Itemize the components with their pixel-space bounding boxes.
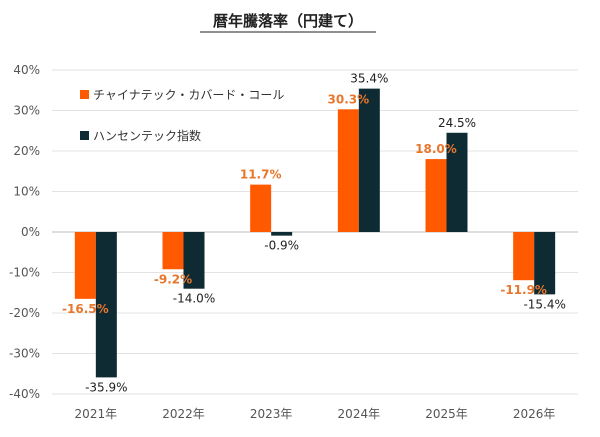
bar-china-tech (250, 184, 272, 232)
x-axis: 2021年 2022年 2023年 2024年 2025年 2026年 (75, 407, 556, 421)
y-tick-label: 20% (13, 144, 40, 158)
x-tick-label: 2025年 (425, 407, 468, 421)
bar-china-tech (162, 232, 184, 270)
bar-china-tech (74, 232, 96, 299)
legend-swatch-china-tech (80, 90, 89, 99)
legend-label-china-tech: チャイナテック・カバード・コール (93, 88, 284, 102)
bar-hang-seng-tech (446, 132, 468, 232)
data-label-hang-seng-tech: -35.9% (85, 380, 127, 394)
bar-china-tech (425, 159, 447, 232)
data-label-china-tech: 11.7% (240, 168, 282, 182)
bars (74, 88, 556, 378)
bar-china-tech (513, 232, 535, 281)
data-label-china-tech: -11.9% (500, 283, 547, 297)
bar-hang-seng-tech (271, 232, 293, 236)
data-label-hang-seng-tech: 24.5% (438, 116, 476, 130)
x-tick-label: 2023年 (250, 407, 293, 421)
data-label-hang-seng-tech: 35.4% (350, 72, 388, 86)
y-tick-label: 10% (13, 185, 40, 199)
data-label-china-tech: -16.5% (62, 302, 109, 316)
data-label-hang-seng-tech: -0.9% (264, 239, 299, 253)
data-label-china-tech: 30.3% (328, 92, 370, 106)
bar-hang-seng-tech (183, 232, 205, 289)
y-tick-label: 40% (13, 63, 40, 77)
y-tick-label: -20% (9, 306, 40, 320)
y-axis: 40% 30% 20% 10% 0% -10% -20% -30% -40% (9, 63, 40, 401)
bar-hang-seng-tech (358, 88, 380, 232)
y-tick-label: 0% (21, 225, 40, 239)
data-label-china-tech: 18.0% (415, 142, 457, 156)
bar-china-tech (337, 109, 359, 232)
legend-swatch-hang-seng-tech (80, 131, 89, 140)
gridlines (52, 69, 578, 395)
x-tick-label: 2022年 (162, 407, 205, 421)
bar-hang-seng-tech (95, 232, 117, 378)
data-label-hang-seng-tech: -14.0% (173, 292, 215, 306)
data-label-hang-seng-tech: -15.4% (523, 297, 565, 311)
y-tick-label: -10% (9, 266, 40, 280)
bar-hang-seng-tech (534, 232, 556, 295)
y-tick-label: 30% (13, 104, 40, 118)
x-tick-label: 2021年 (75, 407, 118, 421)
x-tick-label: 2024年 (338, 407, 381, 421)
x-tick-label: 2026年 (513, 407, 556, 421)
chart-title: 暦年騰落率（円建て） (213, 12, 363, 30)
legend: チャイナテック・カバード・コール ハンセンテック指数 (80, 88, 284, 143)
y-tick-label: -40% (9, 387, 40, 401)
y-tick-label: -30% (9, 347, 40, 361)
data-labels: -16.5% -35.9% -9.2% -14.0% 11.7% -0.9% 30.3% 35… (62, 72, 566, 395)
data-label-china-tech: -9.2% (154, 272, 192, 286)
legend-label-hang-seng-tech: ハンセンテック指数 (93, 128, 201, 143)
